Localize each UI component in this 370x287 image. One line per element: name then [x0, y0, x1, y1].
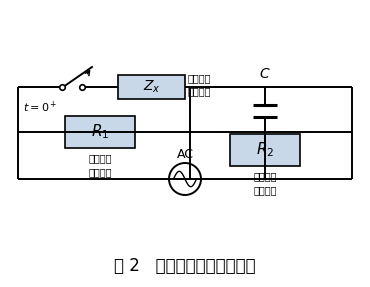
Text: AC: AC [176, 148, 194, 161]
Text: $t=0^+$: $t=0^+$ [23, 99, 57, 115]
Text: 放电火花
等效阻抗: 放电火花 等效阻抗 [188, 73, 212, 97]
Text: $R_1$: $R_1$ [91, 123, 109, 141]
Text: 放电区域
等效电阻: 放电区域 等效电阻 [88, 153, 112, 177]
Text: $Z_x$: $Z_x$ [143, 79, 160, 95]
FancyBboxPatch shape [65, 116, 135, 148]
FancyBboxPatch shape [230, 134, 300, 166]
Text: 图 2   污层局部放电分析模型: 图 2 污层局部放电分析模型 [114, 257, 256, 275]
Text: 剩余污层
等效电阻: 剩余污层 等效电阻 [253, 171, 277, 195]
Text: $R_2$: $R_2$ [256, 141, 274, 159]
Text: $C$: $C$ [259, 67, 271, 81]
FancyBboxPatch shape [118, 75, 185, 99]
